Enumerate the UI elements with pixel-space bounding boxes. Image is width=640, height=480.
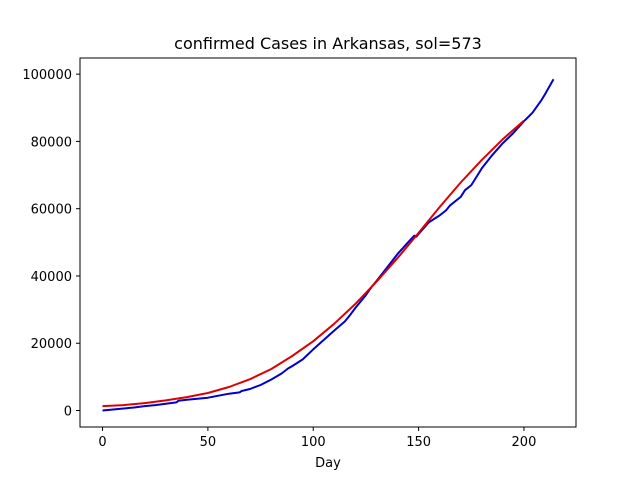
y-tick-label: 40000	[31, 270, 72, 285]
y-tick-label: 60000	[31, 203, 72, 218]
x-tick-label: 100	[301, 435, 326, 450]
y-tick-label: 0	[64, 405, 72, 420]
y-tick-label: 100000	[22, 68, 72, 83]
series-layer	[102, 78, 555, 412]
series-line-1	[102, 119, 525, 408]
x-tick-label: 50	[200, 435, 217, 450]
x-tick-label: 0	[98, 435, 106, 450]
y-tick-label: 80000	[31, 135, 72, 150]
chart-title: confirmed Cases in Arkansas, sol=573	[174, 34, 482, 53]
x-axis-ticks: 0 50 100 150 200	[98, 427, 536, 450]
series-line-0	[102, 78, 555, 412]
x-axis-label: Day	[315, 456, 341, 471]
x-tick-label: 200	[512, 435, 537, 450]
plot-frame	[79, 57, 577, 428]
y-tick-label: 20000	[31, 337, 72, 352]
y-axis-ticks: 0 20000 40000 60000 80000 100000	[22, 68, 80, 420]
x-tick-label: 150	[406, 435, 431, 450]
